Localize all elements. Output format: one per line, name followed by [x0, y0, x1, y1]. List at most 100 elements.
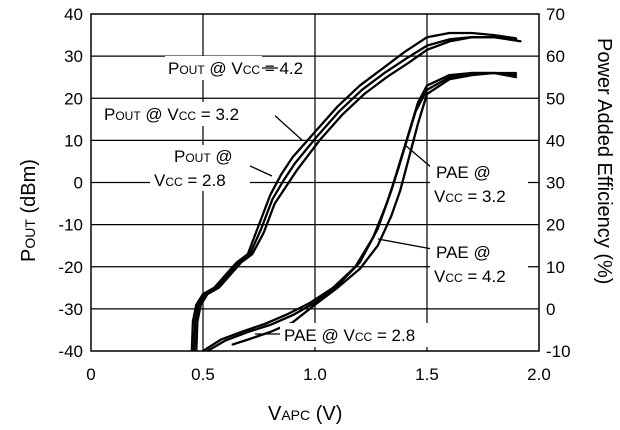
data-point	[408, 156, 410, 158]
data-point	[363, 93, 365, 95]
data-point	[220, 339, 222, 341]
data-point	[426, 85, 428, 87]
y-right-tick-label: -10	[546, 342, 571, 361]
data-point	[426, 45, 428, 47]
data-point	[271, 198, 273, 200]
data-point	[448, 78, 450, 80]
data-point	[448, 74, 450, 76]
data-point	[493, 36, 495, 38]
y-right-tick-label: 40	[546, 131, 565, 150]
annotation-pae-2-8: PAE @ VCC = 2.8	[284, 326, 415, 345]
data-point	[287, 313, 289, 315]
y-right-tick-label: 50	[546, 89, 565, 108]
data-point	[314, 131, 316, 133]
data-point	[408, 61, 410, 64]
annotation-pout-2-8-line2: VCC = 2.8	[154, 171, 226, 190]
annotation-pout-4-2: POUT @ VCC = 4.2	[168, 59, 303, 78]
data-point	[269, 194, 271, 196]
data-point	[196, 320, 198, 323]
y-right-tick-label: 60	[546, 47, 565, 66]
data-point	[191, 350, 193, 352]
data-point	[224, 274, 226, 276]
data-point	[206, 293, 209, 295]
data-point	[471, 74, 473, 76]
data-point	[269, 324, 271, 326]
data-point	[397, 169, 399, 171]
data-point	[265, 323, 267, 325]
data-point	[274, 203, 276, 205]
data-point	[314, 304, 316, 306]
data-point	[247, 331, 249, 333]
data-point	[224, 339, 226, 342]
data-point	[316, 135, 318, 137]
y-right-tick-label: 10	[546, 258, 565, 277]
data-point	[516, 76, 518, 78]
data-point	[258, 224, 260, 226]
series-line-4	[202, 71, 517, 352]
annotation-pae-3-2-line1: PAE @	[436, 163, 491, 182]
data-point	[314, 302, 316, 304]
y-left-tick-label: -30	[58, 300, 83, 319]
data-point	[493, 72, 495, 74]
series-line-2	[195, 36, 522, 352]
data-point	[377, 245, 379, 247]
right-axis-label: Power Added Efficiency (%)	[593, 38, 615, 284]
annotation-leader-pae-4-2	[377, 238, 433, 250]
data-point	[193, 350, 195, 352]
data-point	[448, 38, 450, 40]
data-point	[309, 302, 312, 304]
y-left-tick-label: -20	[58, 258, 83, 277]
data-point	[406, 139, 408, 141]
data-point	[332, 287, 334, 289]
annotation-leader-pout-2-8	[247, 164, 273, 177]
data-point	[218, 287, 220, 289]
data-point	[195, 304, 197, 306]
annotation-leader-pae-3-2	[404, 144, 433, 169]
left-axis-label: POUT (dBm)	[18, 159, 40, 262]
y-left-tick-label: -40	[58, 342, 83, 361]
data-point	[386, 203, 388, 205]
data-point	[204, 293, 206, 295]
data-point	[197, 304, 200, 306]
y-left-tick-label: 30	[64, 47, 83, 66]
data-point	[390, 215, 392, 217]
annotation-pout-3-2: POUT @ VCC = 3.2	[104, 105, 239, 124]
data-point	[292, 156, 294, 158]
data-point	[240, 261, 242, 264]
data-point	[359, 268, 361, 270]
data-point	[202, 293, 204, 295]
y-right-tick-label: 70	[546, 5, 565, 24]
x-tick-label: 0.5	[191, 365, 215, 384]
data-point	[354, 266, 356, 268]
data-point	[247, 339, 249, 341]
data-point	[383, 72, 385, 74]
data-point	[406, 57, 408, 59]
y-left-tick-label: -10	[58, 216, 83, 235]
data-point	[448, 76, 450, 78]
data-point	[399, 190, 401, 192]
data-point	[415, 110, 417, 112]
data-point	[260, 228, 262, 230]
data-point	[296, 169, 298, 171]
data-point	[280, 173, 282, 175]
data-point	[262, 232, 265, 234]
data-point	[285, 186, 287, 188]
data-point	[318, 139, 321, 141]
data-point	[336, 287, 338, 289]
data-point	[339, 110, 341, 112]
data-point	[341, 114, 343, 116]
data-point	[192, 320, 194, 323]
annotation-pae-4-2-line1: PAE @	[436, 243, 491, 262]
data-point	[238, 261, 240, 264]
data-point	[242, 330, 244, 332]
data-point	[283, 179, 285, 181]
data-point	[471, 32, 473, 34]
data-point	[236, 261, 238, 264]
annotation-pae-3-2-line2: VCC = 3.2	[434, 187, 506, 206]
data-point	[372, 236, 374, 238]
x-tick-label: 1.0	[303, 365, 327, 384]
x-tick-label: 0	[86, 365, 95, 384]
data-point	[471, 72, 473, 74]
